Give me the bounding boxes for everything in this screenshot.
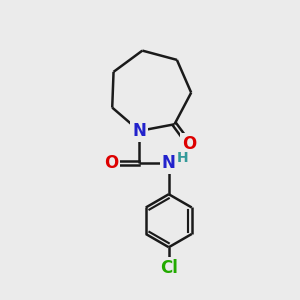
Text: N: N [162,154,176,172]
Text: Cl: Cl [160,259,178,277]
Text: H: H [177,151,189,165]
Text: O: O [104,154,118,172]
Text: O: O [182,135,196,153]
Text: N: N [132,122,146,140]
